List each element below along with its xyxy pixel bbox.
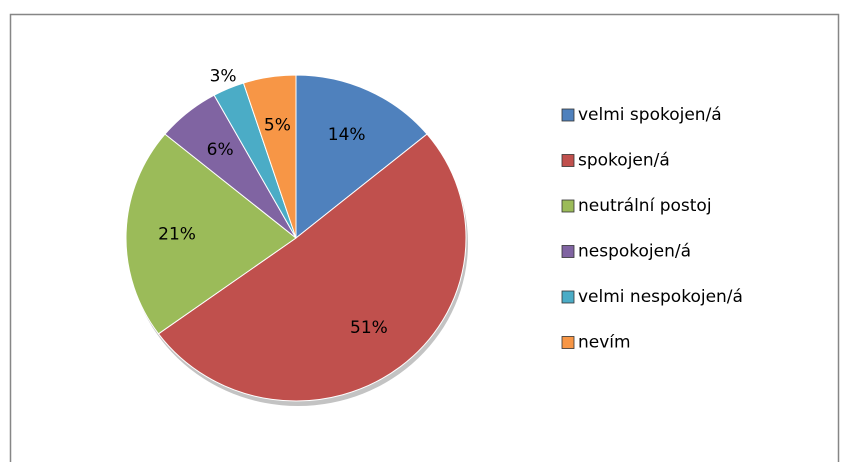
pie-slice <box>125 133 297 335</box>
legend-swatch <box>561 245 575 258</box>
pie-slice <box>242 74 297 239</box>
data-label: 14% <box>328 125 366 145</box>
data-label: 51% <box>350 318 388 338</box>
legend-swatch <box>561 108 575 122</box>
legend-label: velmi nespokojen/á <box>578 287 743 307</box>
legend-label: spokojen/á <box>578 151 670 171</box>
legend-label: velmi spokojen/á <box>578 105 722 125</box>
legend-label: neutrální postoj <box>578 196 712 216</box>
pie-slice <box>157 133 467 402</box>
legend-swatch <box>561 290 575 304</box>
legend-label: nevím <box>578 333 631 353</box>
pie-slice <box>295 74 428 240</box>
data-label: 21% <box>158 224 196 244</box>
legend-label: nespokojen/á <box>578 242 691 262</box>
data-label: 3% <box>210 66 237 86</box>
data-label: 5% <box>264 115 291 135</box>
legend-swatch <box>561 154 575 167</box>
legend-swatch <box>561 336 575 349</box>
legend-swatch <box>561 199 575 213</box>
data-label: 6% <box>207 140 234 160</box>
